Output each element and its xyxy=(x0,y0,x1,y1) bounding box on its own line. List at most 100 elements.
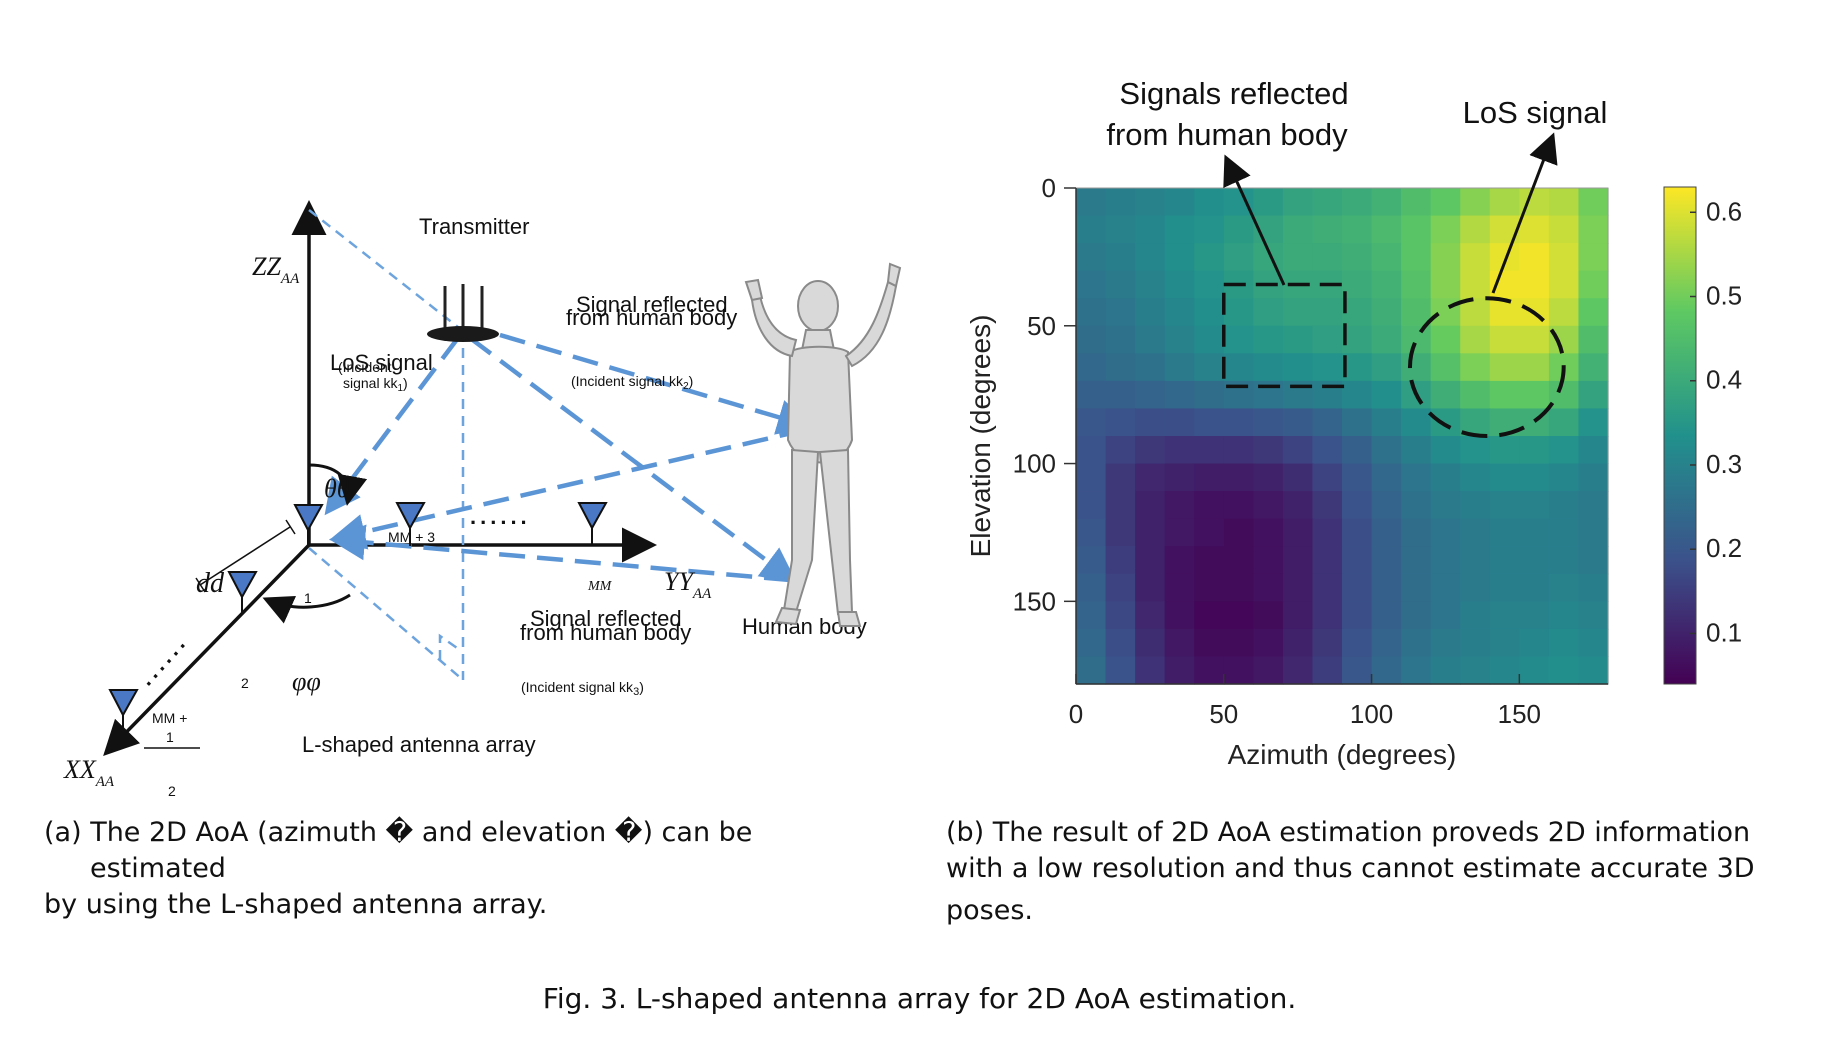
heatmap-cell xyxy=(1105,215,1136,244)
antenna-ym-icon xyxy=(577,502,608,546)
heatmap-cell xyxy=(1548,491,1580,520)
figure-caption: Fig. 3. L-shaped antenna array for 2D Ao… xyxy=(542,982,1297,1015)
heatmap-cell xyxy=(1253,518,1284,547)
heatmap-cell xyxy=(1164,325,1195,354)
heatmap-cell xyxy=(1371,215,1402,244)
heatmap-cell xyxy=(1164,491,1195,520)
heatmap-cell xyxy=(1430,270,1461,299)
y-ticks: 0 50 100 150 xyxy=(1013,173,1077,684)
heatmap-cell xyxy=(1253,188,1284,217)
heatmap-cell xyxy=(1135,298,1166,327)
heatmap-cell xyxy=(1401,628,1432,658)
heatmap-cell xyxy=(1401,601,1432,630)
heatmap-cell xyxy=(1342,298,1373,327)
heatmap-cell xyxy=(1312,298,1343,327)
heatmap-cell xyxy=(1194,188,1225,217)
antenna-xm-icon xyxy=(108,689,139,732)
heatmap-cell xyxy=(1135,270,1166,299)
heatmap-cell xyxy=(1105,573,1136,602)
heatmap-cell xyxy=(1342,408,1373,437)
heatmap-cell xyxy=(1489,188,1520,217)
heatmap-cell xyxy=(1578,380,1609,410)
heatmap-cell xyxy=(1519,628,1550,658)
heatmap-cell xyxy=(1105,243,1136,272)
heatmap-cell xyxy=(1194,270,1225,299)
mm-label: MM xyxy=(587,579,613,594)
heatmap-cell xyxy=(1578,436,1609,465)
heatmap-cell xyxy=(1430,573,1461,602)
reflect-bottom-label-1: Signal reflected xyxy=(530,606,682,631)
heatmap-cell xyxy=(1105,408,1136,437)
heatmap-cell xyxy=(1135,188,1166,217)
los-region-ellipse xyxy=(1407,296,1566,438)
heatmap-cell xyxy=(1342,518,1373,547)
heatmap-cell xyxy=(1194,298,1225,327)
reflect-annotation-line1: Signals reflected xyxy=(1119,76,1348,111)
caption-panel-a: (a) The 2D AoA (azimuth � and elevation … xyxy=(44,815,864,923)
heatmap-cell xyxy=(1401,215,1432,244)
heatmap-cell xyxy=(1312,353,1343,382)
heatmap-cell xyxy=(1460,436,1491,465)
heatmap-cell xyxy=(1548,380,1580,410)
x-tick-label: 0 xyxy=(1069,699,1083,729)
heatmap-cell xyxy=(1460,656,1491,685)
heatmap-cell xyxy=(1548,546,1580,575)
heatmap-cell xyxy=(1105,491,1136,520)
y-array-dots: ...... xyxy=(470,504,531,529)
heatmap-cell xyxy=(1519,518,1550,547)
reflect-top-label-1: Signal reflected xyxy=(576,292,728,317)
heatmap-cell xyxy=(1076,518,1107,547)
x-axis-label: XXAA xyxy=(63,755,115,790)
heatmap-cell xyxy=(1076,325,1107,354)
heatmap-cell xyxy=(1371,325,1402,354)
heatmap-cell xyxy=(1076,436,1107,465)
heatmap-cell xyxy=(1489,518,1520,547)
heatmap-cell xyxy=(1519,353,1550,382)
heatmap-cell xyxy=(1342,573,1373,602)
heatmap-cell xyxy=(1164,601,1195,630)
heatmap-cell xyxy=(1164,573,1195,602)
heatmap-cell xyxy=(1489,325,1520,354)
caption-panel-b: (b) The result of 2D AoA estimation prov… xyxy=(946,815,1826,929)
heatmap-cell xyxy=(1105,656,1136,685)
heatmap-cell xyxy=(1578,628,1609,658)
incident-k3-label: (Incident signal kk3) xyxy=(521,679,644,698)
heatmap-cell xyxy=(1223,601,1254,630)
heatmap-cell xyxy=(1105,270,1136,299)
heatmap-cell xyxy=(1282,298,1314,327)
heatmap-cell xyxy=(1135,601,1166,630)
heatmap-cell xyxy=(1460,518,1491,547)
heatmap-cell xyxy=(1076,215,1107,244)
heatmap-cell xyxy=(1371,601,1402,630)
heatmap-cell xyxy=(1135,628,1166,658)
heatmap-cell xyxy=(1164,546,1195,575)
heatmap-cell xyxy=(1578,215,1609,244)
heatmap-cell xyxy=(1578,601,1609,630)
colorbar-tick-label: 0.2 xyxy=(1706,533,1742,563)
heatmap-cell xyxy=(1342,243,1373,272)
heatmap-cell xyxy=(1194,518,1225,547)
heatmap-cell xyxy=(1371,628,1402,658)
heatmap-cell xyxy=(1430,601,1461,630)
antenna-y1-icon xyxy=(395,502,426,546)
heatmap-cell xyxy=(1312,546,1343,575)
antenna-icons xyxy=(108,502,608,732)
heatmap-cell xyxy=(1253,628,1284,658)
heatmap-cell xyxy=(1223,518,1254,547)
reflect-annotation-line2: from human body xyxy=(1106,117,1348,152)
y-axis-label: YYAA xyxy=(664,567,712,602)
heatmap-cell xyxy=(1135,325,1166,354)
heatmap-cell xyxy=(1460,546,1491,575)
heatmap-cell xyxy=(1164,298,1195,327)
heatmap-cell xyxy=(1105,463,1136,492)
los-incident-label-2: signal kk1) xyxy=(343,375,408,394)
heatmap-cell xyxy=(1460,601,1491,630)
heatmap-cell xyxy=(1519,215,1550,244)
heatmap-cell xyxy=(1253,463,1284,492)
heatmap-cell xyxy=(1548,601,1580,630)
colorbar-ticks: 0.1 0.2 0.3 0.4 0.5 0.6 xyxy=(1690,196,1742,647)
heatmap-cell xyxy=(1223,408,1254,437)
heatmap-cell xyxy=(1401,546,1432,575)
heatmap-cell xyxy=(1164,243,1195,272)
